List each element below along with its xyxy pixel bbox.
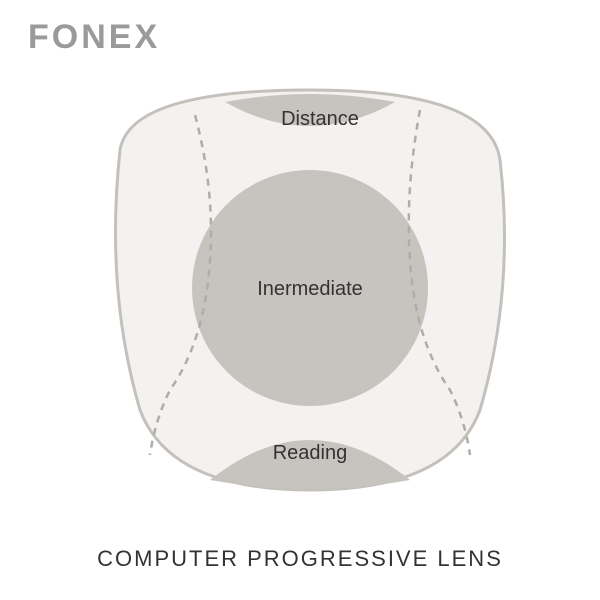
intermediate-label: Inermediate [257, 278, 363, 301]
lens-diagram: Distance Inermediate Reading [60, 60, 540, 500]
distance-label: Distance [281, 108, 359, 131]
brand-logo: FONEX [28, 18, 160, 57]
caption-text: COMPUTER PROGRESSIVE LENS [97, 546, 503, 572]
reading-label: Reading [273, 442, 348, 465]
